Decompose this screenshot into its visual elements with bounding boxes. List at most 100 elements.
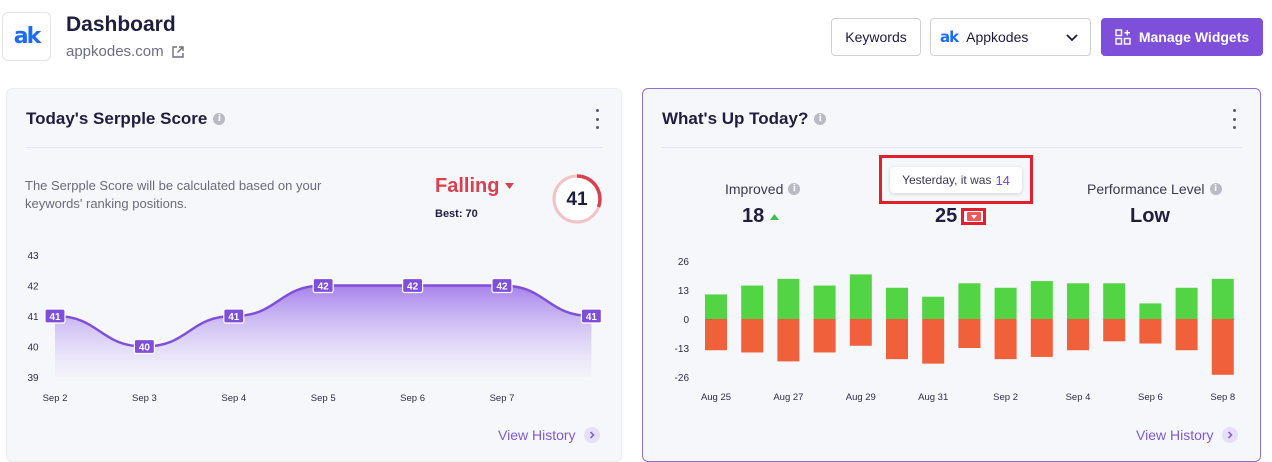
divider — [661, 147, 1242, 148]
improved-bar[interactable] — [994, 287, 1017, 319]
data-point-marker[interactable] — [312, 277, 334, 294]
y-tick-label: -26 — [675, 373, 690, 384]
improved-bar[interactable] — [1139, 303, 1162, 319]
tooltip-highlight — [879, 155, 1033, 204]
data-label: 41 — [49, 312, 61, 323]
app-logo: ak — [2, 12, 51, 61]
declined-stat: 25 — [935, 205, 957, 228]
declined-bar[interactable] — [705, 319, 727, 351]
performance-stat: Low — [1130, 205, 1170, 228]
data-label: 42 — [496, 282, 508, 293]
improved-bar[interactable] — [1211, 278, 1234, 319]
x-tick-label: Aug 27 — [773, 392, 803, 403]
view-history-label: View History — [498, 427, 576, 443]
improved-value: 18 — [742, 205, 765, 227]
score-status: Falling — [435, 175, 515, 198]
score-area — [55, 285, 592, 377]
data-label: 41 — [228, 312, 240, 323]
manage-widgets-label: Manage Widgets — [1138, 29, 1250, 45]
info-icon[interactable]: i — [1209, 183, 1222, 195]
x-tick-label: Aug 25 — [701, 392, 731, 403]
data-point-marker[interactable] — [133, 338, 156, 355]
chevron-right-icon — [1221, 427, 1238, 443]
improved-bar[interactable] — [1103, 283, 1126, 319]
whats-up-today-card: What's Up Today? i Improved i 18 25 Yest… — [642, 88, 1261, 462]
declined-value: 25 — [935, 205, 958, 227]
caret-down-icon — [505, 183, 515, 189]
info-icon[interactable]: i — [788, 183, 801, 195]
declined-bar[interactable] — [1139, 319, 1162, 344]
chevron-right-icon — [583, 427, 600, 443]
improved-bar[interactable] — [813, 285, 836, 319]
more-options-icon[interactable] — [1231, 109, 1237, 129]
improved-label: Improved i — [725, 181, 801, 197]
data-point-marker[interactable] — [223, 308, 245, 324]
tooltip-value: 14 — [995, 172, 1010, 188]
performance-label-text: Performance Level — [1087, 181, 1205, 197]
data-point-marker[interactable] — [491, 277, 513, 294]
caret-down-icon[interactable] — [966, 212, 981, 221]
caret-up-icon — [770, 214, 780, 220]
declined-bar[interactable] — [886, 319, 908, 360]
whats-up-view-history-link[interactable]: View History — [1136, 427, 1238, 443]
improved-bar[interactable] — [886, 287, 908, 319]
y-tick-label: 42 — [27, 282, 39, 293]
serpple-score-card: Today's Serpple Score i The Serpple Scor… — [6, 88, 622, 462]
improved-bar[interactable] — [1067, 283, 1089, 319]
data-label: 42 — [407, 282, 419, 293]
x-tick-label: Aug 31 — [918, 392, 948, 403]
data-label: 41 — [586, 312, 598, 323]
declined-bar[interactable] — [1030, 319, 1053, 357]
declined-bar[interactable] — [958, 319, 981, 348]
y-tick-label: -13 — [675, 344, 690, 355]
project-domain[interactable]: appkodes.com — [66, 43, 184, 60]
project-select[interactable]: ak Appkodes — [930, 18, 1091, 56]
improved-bar[interactable] — [1030, 281, 1053, 319]
declined-bar[interactable] — [849, 319, 872, 346]
declined-bar[interactable] — [741, 319, 764, 353]
yesterday-tooltip: Yesterday, it was 14 — [890, 167, 1022, 193]
data-point-marker[interactable] — [580, 308, 603, 324]
ranking-changes-chart: 26 13 0 -13 -26 Aug 25 Aug 27 Aug 29 Aug 31 Sep … — [675, 257, 1236, 403]
keywords-button[interactable]: Keywords — [831, 18, 921, 56]
domain-text[interactable]: appkodes.com — [66, 43, 164, 60]
x-tick-label: Sep 8 — [1210, 392, 1235, 403]
manage-widgets-button[interactable]: Manage Widgets — [1101, 18, 1263, 56]
declined-bar[interactable] — [994, 319, 1017, 360]
info-icon[interactable]: i — [814, 113, 827, 125]
improved-bar[interactable] — [741, 285, 764, 319]
declined-bar[interactable] — [1175, 319, 1198, 351]
data-point-marker[interactable] — [44, 308, 66, 324]
score-view-history-link[interactable]: View History — [498, 427, 600, 443]
external-link-icon[interactable] — [171, 45, 184, 58]
card-title: What's Up Today? i — [662, 109, 827, 129]
declined-bar[interactable] — [1103, 319, 1126, 342]
improved-bar[interactable] — [922, 296, 945, 319]
declined-bar[interactable] — [922, 319, 945, 364]
page-header: ak Dashboard appkodes.com Keywords ak Ap… — [0, 0, 1272, 80]
score-card-title: Today's Serpple Score — [26, 109, 208, 128]
improved-stat: 18 — [742, 205, 780, 228]
declined-bar[interactable] — [1211, 319, 1234, 375]
data-point-marker[interactable] — [402, 277, 424, 294]
y-tick-label: 40 — [27, 343, 39, 354]
declined-bar[interactable] — [813, 319, 836, 353]
declined-trend-highlight[interactable] — [961, 208, 986, 225]
improved-bar[interactable] — [705, 294, 727, 319]
info-icon[interactable]: i — [213, 113, 226, 125]
declined-bar[interactable] — [1067, 319, 1089, 351]
improved-bar[interactable] — [777, 278, 800, 319]
data-label: 42 — [318, 282, 330, 293]
improved-bar[interactable] — [958, 283, 981, 319]
performance-value: Low — [1130, 205, 1170, 227]
improved-bar[interactable] — [1175, 287, 1198, 319]
y-tick-label: 0 — [683, 315, 689, 326]
more-options-icon[interactable] — [594, 109, 600, 129]
improved-bar[interactable] — [849, 274, 872, 319]
logo-mark: ak — [13, 24, 42, 49]
y-tick-label: 39 — [27, 373, 39, 384]
declined-bar[interactable] — [777, 319, 800, 362]
divider — [25, 147, 603, 148]
performance-label: Performance Level i — [1087, 181, 1222, 197]
card-title: Today's Serpple Score i — [26, 109, 226, 129]
